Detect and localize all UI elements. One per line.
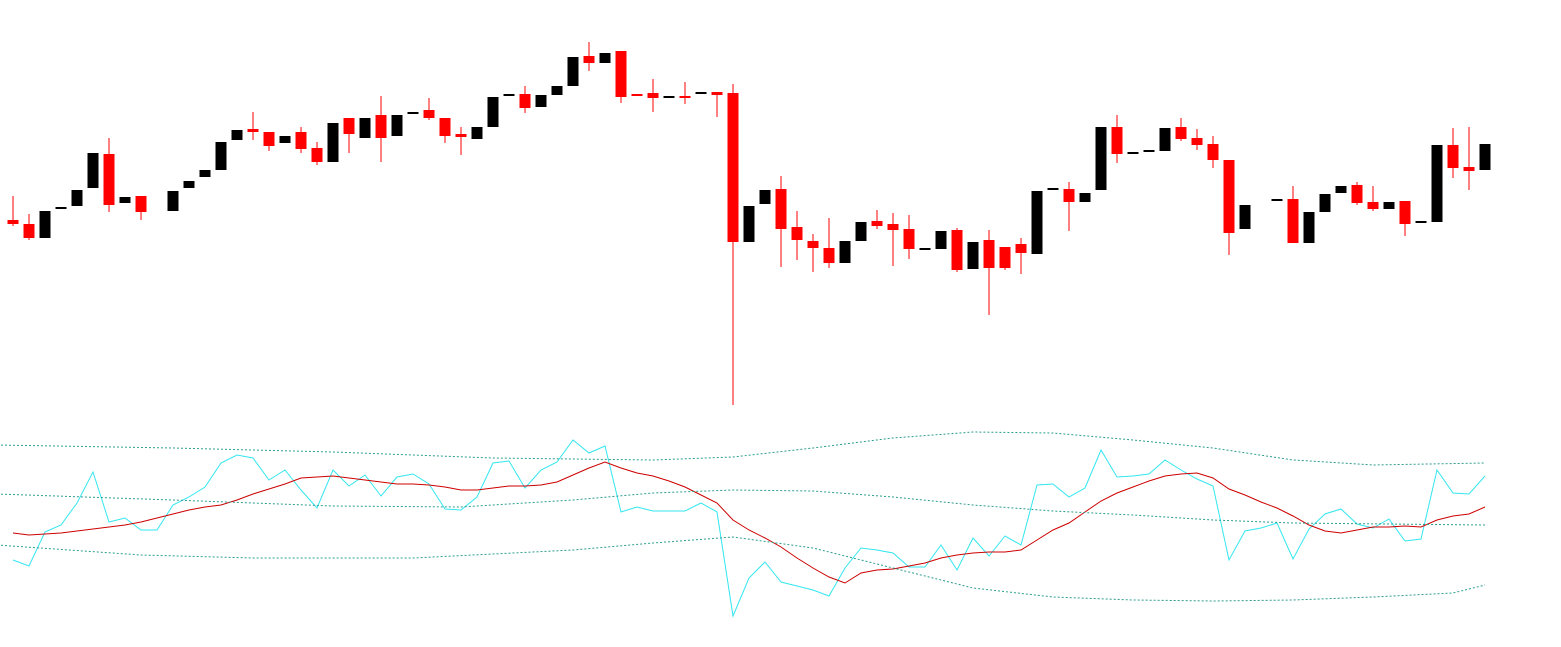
candle-body [935,231,947,249]
candle-body [967,242,979,269]
candle-body [407,112,419,114]
candle-body [199,170,211,177]
candle-body [7,220,19,224]
candle-body [103,154,115,205]
candle-body [775,189,787,229]
indicator-line [12,461,1486,584]
candle-body [951,230,963,270]
candle-body [1319,194,1331,212]
candle-body [375,115,387,138]
candle-body [503,94,515,96]
candle-body [87,153,99,188]
candle-body [551,86,563,95]
candle-body [359,118,371,138]
candle-body [1399,201,1411,224]
candle-body [167,191,179,211]
candle-body [1047,188,1059,190]
candle-body [1079,193,1091,202]
candle-body [183,181,195,188]
candle-body [855,222,867,241]
candle-body [1463,167,1475,171]
candle-body [1271,199,1283,201]
candle-body [887,224,899,230]
candle-body [903,229,915,249]
candle-body [1223,160,1235,233]
candle-body [1015,244,1027,253]
candle-body [1127,152,1139,154]
candle-body [487,97,499,127]
candle-body [823,248,835,263]
candle-body [1111,127,1123,154]
candle-body [1287,199,1299,243]
candle-body [567,57,579,86]
candle-body [423,110,435,118]
candle-body [599,53,611,63]
candle-body [439,118,451,136]
candle-body [1335,186,1347,193]
candle-body [631,94,643,96]
candle-body [23,224,35,238]
candle-body [55,207,67,209]
candle-body [1383,202,1395,209]
candle-body [135,196,147,212]
candle-body [647,93,659,98]
candle-body [279,136,291,143]
band-line [0,489,1486,526]
candle-body [39,211,51,238]
candle-body [871,221,883,226]
candle-body [1239,205,1251,229]
candle-body [1303,212,1315,243]
candle-body [471,127,483,139]
candle-body [295,132,307,149]
candle-body [727,93,739,242]
candle-body [615,51,627,97]
candle-body [711,92,723,95]
candle-body [263,132,275,146]
candle-body [1191,138,1203,145]
candle-body [999,247,1011,268]
candle-body [1175,127,1187,139]
candle-body [583,56,595,63]
candle-body [1143,150,1155,152]
candle-body [327,123,339,162]
candle-body [919,248,931,250]
band-line [0,536,1486,602]
candle-body [1367,202,1379,209]
candle-body [391,115,403,136]
candle-body [1207,144,1219,160]
candle-body [1031,191,1043,254]
candle-body [1447,145,1459,168]
candle-body [743,206,755,242]
candle-body [1479,144,1491,170]
candle-body [663,96,675,98]
candle-body [1351,185,1363,203]
candle-body [1431,145,1443,222]
candle-body [1415,221,1427,223]
candle-body [535,95,547,107]
candle-body [1095,127,1107,190]
candle-body [71,190,83,206]
candle-body [519,94,531,108]
candle-body [311,148,323,162]
candle-body [807,241,819,248]
candle-body [1063,189,1075,202]
candle-body [1159,128,1171,151]
candle-body [343,118,355,134]
candle-body [231,130,243,140]
indicator-line [12,439,1486,618]
candle-body [215,142,227,170]
candle-body [839,241,851,263]
candle-body [119,197,131,203]
candle-body [247,129,259,132]
candle-body [695,92,707,94]
candle-body [791,227,803,240]
candle-body [455,134,467,137]
candle-body [679,96,691,98]
candle-body [759,190,771,204]
candle-body [983,240,995,268]
band-line [0,431,1486,466]
